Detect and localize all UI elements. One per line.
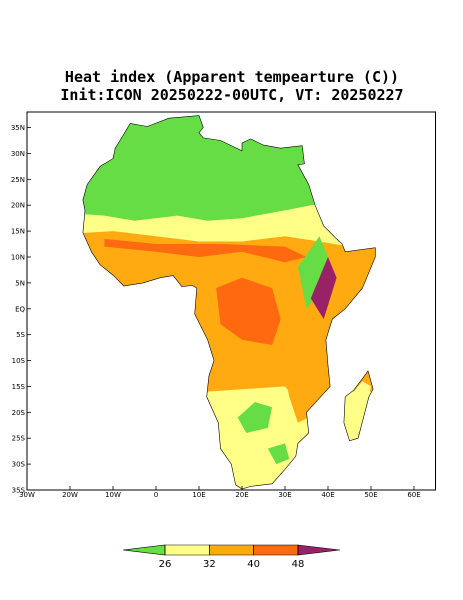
y-tick-label: 15N bbox=[11, 228, 25, 236]
title: Heat index (Apparent tempearture (C)) bbox=[65, 68, 399, 86]
y-tick-label: 35S bbox=[12, 487, 26, 495]
zone bbox=[310, 257, 337, 320]
map-frame bbox=[26, 111, 436, 491]
colorbar-swatch bbox=[297, 544, 341, 556]
colorbar-swatch bbox=[164, 544, 210, 556]
x-tick-label: 60E bbox=[407, 491, 420, 499]
map-area bbox=[82, 115, 376, 490]
x-tick-label: 20W bbox=[62, 491, 78, 499]
x-tick-label: 10W bbox=[105, 491, 121, 499]
y-tick-label: EQ bbox=[15, 305, 25, 313]
colorbar-label: 26 bbox=[159, 559, 172, 570]
y-tick-label: 20N bbox=[11, 202, 25, 210]
y-tick-label: 30N bbox=[11, 150, 25, 158]
zone bbox=[104, 238, 307, 263]
zone bbox=[237, 402, 273, 433]
y-tick-label: 25S bbox=[12, 435, 26, 443]
x-tick-label: 0 bbox=[154, 491, 158, 499]
colorbar-swatch bbox=[209, 544, 254, 556]
colorbar-label: 40 bbox=[247, 559, 260, 570]
y-tick-label: 30S bbox=[12, 461, 26, 469]
colorbar-swatch bbox=[253, 544, 299, 556]
colorbar-label: 48 bbox=[292, 559, 305, 570]
y-tick-label: 5N bbox=[15, 279, 25, 287]
heat-zones bbox=[82, 115, 376, 489]
y-tick-label: 10N bbox=[11, 253, 25, 261]
subtitle: Init:ICON 20250222-00UTC, VT: 20250227 bbox=[60, 86, 403, 104]
x-tick-label: 10E bbox=[192, 491, 205, 499]
x-tick-label: 50E bbox=[364, 491, 377, 499]
y-tick-label: 5S bbox=[16, 331, 25, 339]
outline bbox=[82, 115, 376, 490]
x-tick-label: 20E bbox=[235, 491, 248, 499]
zone bbox=[267, 443, 290, 465]
zone bbox=[82, 115, 376, 221]
zone bbox=[216, 277, 281, 345]
x-tick-label: 40E bbox=[321, 491, 334, 499]
colorbar-label: 32 bbox=[203, 559, 216, 570]
y-tick-label: 20S bbox=[12, 409, 26, 417]
x-tick-label: 30W bbox=[19, 491, 35, 499]
zone bbox=[345, 381, 371, 433]
zone bbox=[297, 236, 328, 309]
x-tick-label: 30E bbox=[278, 491, 291, 499]
colorbar-swatch bbox=[122, 544, 166, 556]
y-tick-label: 10S bbox=[12, 357, 26, 365]
y-tick-label: 15S bbox=[12, 383, 26, 391]
y-tick-label: 25N bbox=[11, 176, 25, 184]
y-tick-label: 35N bbox=[11, 124, 25, 132]
